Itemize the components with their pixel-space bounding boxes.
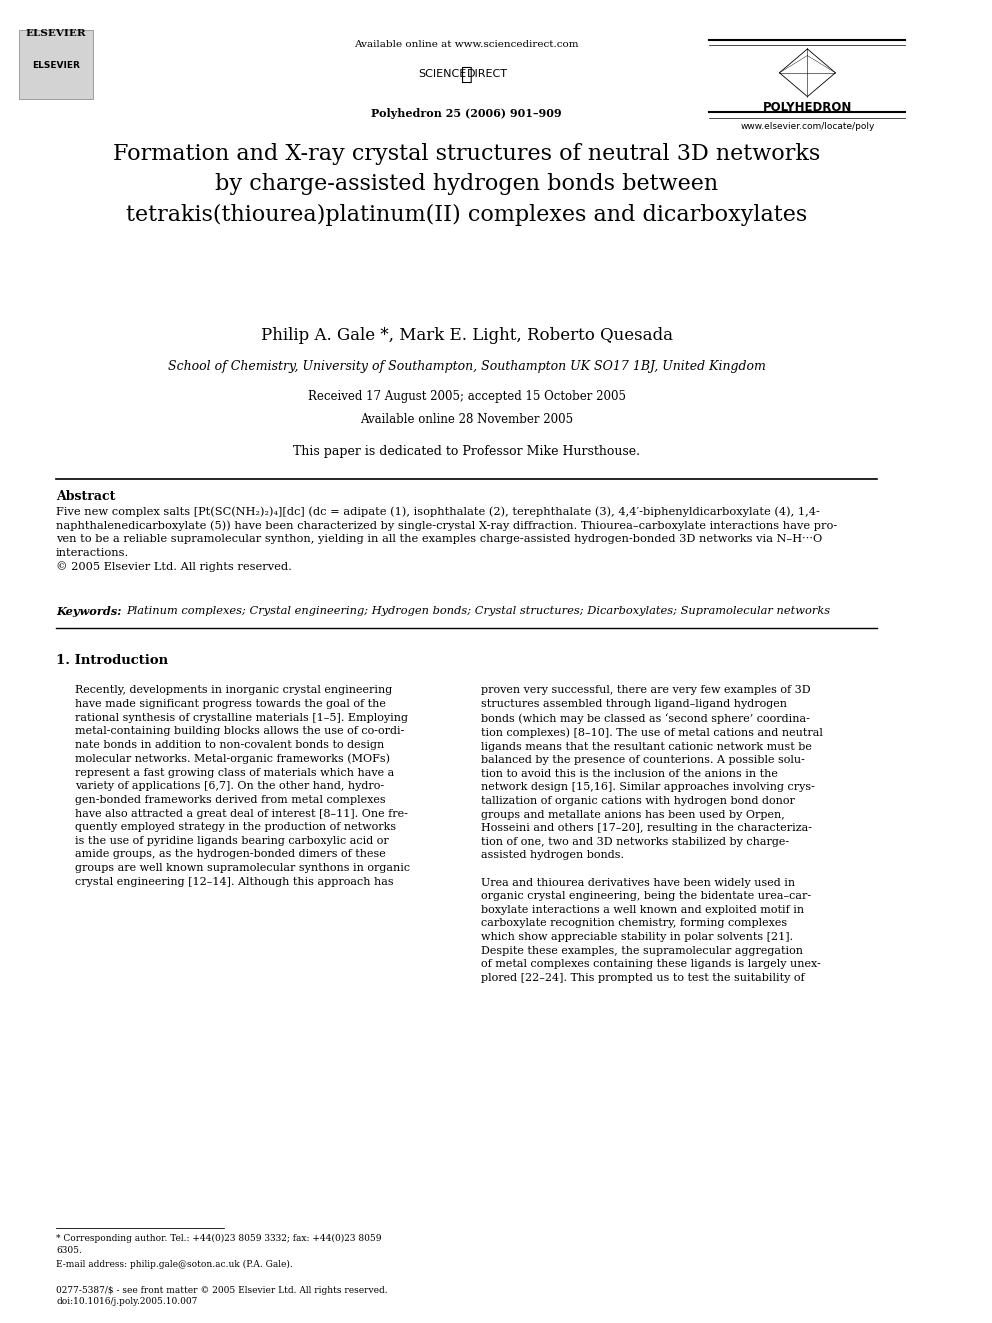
Text: 1. Introduction: 1. Introduction [56,654,168,667]
Text: Received 17 August 2005; accepted 15 October 2005: Received 17 August 2005; accepted 15 Oct… [308,390,626,404]
Text: proven very successful, there are very few examples of 3D
structures assembled t: proven very successful, there are very f… [481,685,822,983]
Text: E-mail address: philip.gale@soton.ac.uk (P.A. Gale).: E-mail address: philip.gale@soton.ac.uk … [56,1259,293,1269]
Text: Platinum complexes; Crystal engineering; Hydrogen bonds; Crystal structures; Dic: Platinum complexes; Crystal engineering;… [126,606,830,617]
Text: Five new complex salts [Pt(SC(NH₂)₂)₄][dc] (dc = adipate (1), isophthalate (2), : Five new complex salts [Pt(SC(NH₂)₂)₄][d… [56,507,837,572]
Text: * Corresponding author. Tel.: +44(0)23 8059 3332; fax: +44(0)23 8059
6305.: * Corresponding author. Tel.: +44(0)23 8… [56,1234,382,1254]
Text: POLYHEDRON: POLYHEDRON [763,101,852,114]
Text: Available online 28 November 2005: Available online 28 November 2005 [360,413,573,426]
Text: www.elsevier.com/locate/poly: www.elsevier.com/locate/poly [740,122,875,131]
Text: Abstract: Abstract [56,490,115,503]
Text: Philip A. Gale *, Mark E. Light, Roberto Quesada: Philip A. Gale *, Mark E. Light, Roberto… [261,327,673,344]
Text: Keywords:: Keywords: [56,606,121,617]
Text: Formation and X-ray crystal structures of neutral 3D networks
by charge-assisted: Formation and X-ray crystal structures o… [113,143,820,226]
Text: ELSEVIER: ELSEVIER [26,29,86,38]
Text: ELSEVIER: ELSEVIER [32,61,80,70]
FancyBboxPatch shape [19,30,93,99]
Text: ⓐ: ⓐ [461,65,472,83]
Text: 0277-5387/$ - see front matter © 2005 Elsevier Ltd. All rights reserved.
doi:10.: 0277-5387/$ - see front matter © 2005 El… [56,1286,388,1306]
Text: School of Chemistry, University of Southampton, Southampton UK SO17 1BJ, United : School of Chemistry, University of South… [168,360,766,373]
Text: SCIENCE: SCIENCE [419,69,466,79]
Text: This paper is dedicated to Professor Mike Hursthouse.: This paper is dedicated to Professor Mik… [294,445,640,458]
Text: Polyhedron 25 (2006) 901–909: Polyhedron 25 (2006) 901–909 [371,108,562,119]
Text: Available online at www.sciencedirect.com: Available online at www.sciencedirect.co… [354,40,579,49]
Text: DIRECT: DIRECT [466,69,508,79]
Text: Recently, developments in inorganic crystal engineering
have made significant pr: Recently, developments in inorganic crys… [74,685,410,886]
